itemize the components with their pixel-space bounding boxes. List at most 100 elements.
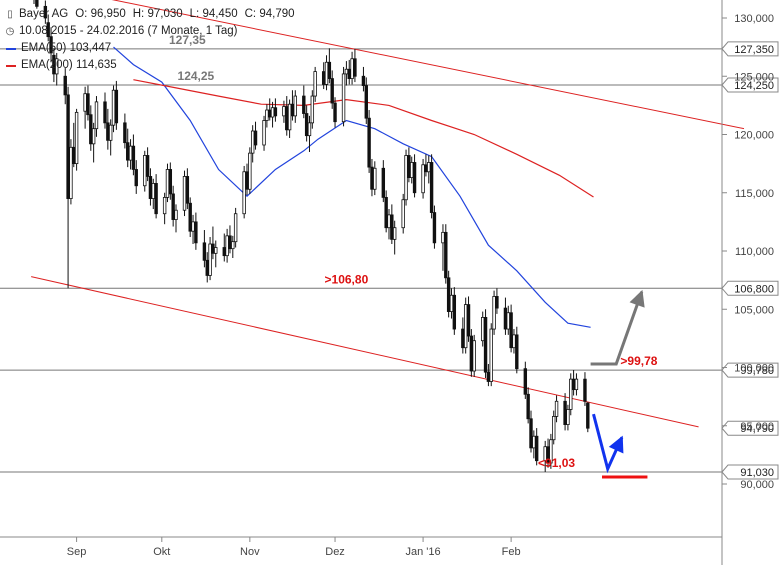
candle-body-down xyxy=(432,212,437,244)
high-value: 97,030 xyxy=(147,8,183,20)
candle-body-up xyxy=(310,95,315,124)
high-label: H: xyxy=(132,8,145,20)
candle-body-down xyxy=(384,197,388,229)
legend-ema200-row: EMA(200) 114,635 xyxy=(4,57,295,74)
candle-body-up xyxy=(307,122,312,137)
instrument-title: Bayer AG xyxy=(19,8,69,20)
candle xyxy=(145,147,150,182)
candle xyxy=(526,387,530,424)
candle xyxy=(463,297,468,354)
candle xyxy=(350,51,354,85)
candle xyxy=(452,287,457,335)
candle-body-down xyxy=(134,169,138,187)
level-price-box xyxy=(721,280,779,296)
candle xyxy=(364,77,368,125)
level-price-box xyxy=(721,41,779,57)
x-tick-label: Nov xyxy=(240,546,260,558)
ema50-label: EMA(50) xyxy=(21,42,67,54)
candle xyxy=(89,105,93,151)
candle xyxy=(552,410,556,445)
candle-body-up xyxy=(344,68,349,75)
candle-body-up xyxy=(231,241,235,250)
candle-body-up xyxy=(324,61,329,85)
candle xyxy=(43,0,48,24)
blue-target-arrow-head xyxy=(608,435,624,454)
candle xyxy=(211,226,215,260)
candle xyxy=(126,128,130,168)
price-annotation: >99,78 xyxy=(620,354,657,368)
candle xyxy=(330,70,334,109)
candle xyxy=(347,59,351,85)
candle xyxy=(83,86,87,129)
candle-body-up xyxy=(250,130,255,154)
candlestick-icon: ▯ xyxy=(7,9,13,20)
candle xyxy=(373,161,377,196)
lower-trendline xyxy=(31,276,699,428)
candle-body-up xyxy=(552,416,556,441)
level-price-box xyxy=(721,464,779,480)
ema200-label: EMA(200) xyxy=(21,59,73,71)
candle-body-up xyxy=(341,73,346,123)
candle xyxy=(441,224,445,271)
candle xyxy=(523,361,528,399)
candle-body-down xyxy=(461,328,465,349)
level-price-label: 106,800 xyxy=(734,283,774,295)
candle xyxy=(444,224,448,284)
candle-body-down xyxy=(321,71,326,85)
candle xyxy=(245,163,249,196)
candle-body-up xyxy=(143,155,147,187)
candle xyxy=(503,297,508,335)
candle-body-down xyxy=(390,214,394,240)
candle xyxy=(165,163,170,203)
candle xyxy=(46,14,50,42)
candle-body-up xyxy=(404,155,408,201)
candle xyxy=(154,174,158,219)
candle-body-up xyxy=(165,169,170,198)
candle xyxy=(214,240,218,268)
candle-body-down xyxy=(495,296,499,309)
open-label: O: xyxy=(75,8,88,20)
candle-body-down xyxy=(211,243,215,254)
candle-body-up xyxy=(463,304,468,349)
candle-body-down xyxy=(407,155,411,179)
candle xyxy=(370,158,374,197)
candle-body-down xyxy=(131,145,136,170)
candle-body-up xyxy=(69,146,73,199)
candle xyxy=(410,156,414,184)
candle-body-up xyxy=(574,378,579,391)
candle-body-up xyxy=(313,71,317,97)
candle xyxy=(307,115,312,152)
candle-body-down xyxy=(583,378,587,402)
price-annotation: 124,25 xyxy=(178,69,215,83)
x-tick-label: Sep xyxy=(67,546,87,558)
level-price-box xyxy=(721,77,779,93)
candle xyxy=(202,230,207,268)
candle xyxy=(248,147,252,194)
candle xyxy=(188,197,192,238)
ema200-swatch xyxy=(6,64,16,67)
candle-body-down xyxy=(515,334,519,370)
candle-body-down xyxy=(106,122,110,141)
candle-body-down xyxy=(302,95,306,114)
candle-body-up xyxy=(91,128,96,145)
candle-body-up xyxy=(441,231,445,244)
price-annotation: <91,03 xyxy=(538,456,575,470)
price-annotation: >106,80 xyxy=(325,272,369,286)
candle-body-up xyxy=(554,400,559,417)
candle-body-down xyxy=(66,94,70,199)
candle-body-up xyxy=(449,294,454,312)
candle-body-down xyxy=(145,155,150,177)
candle-body-up xyxy=(94,101,99,130)
candle-body-down xyxy=(103,101,107,124)
candle xyxy=(290,90,295,121)
candle-body-down xyxy=(523,368,528,395)
candle-body-down xyxy=(148,176,153,199)
candle xyxy=(33,0,35,5)
candle xyxy=(225,228,229,263)
candle-body-down xyxy=(327,61,332,79)
candle-body-down xyxy=(63,75,67,96)
candle-body-up xyxy=(208,243,212,276)
grey-target-arrow-shaft xyxy=(590,291,644,366)
level-price-label: 99,780 xyxy=(740,365,774,377)
candle-body-down xyxy=(503,307,508,330)
